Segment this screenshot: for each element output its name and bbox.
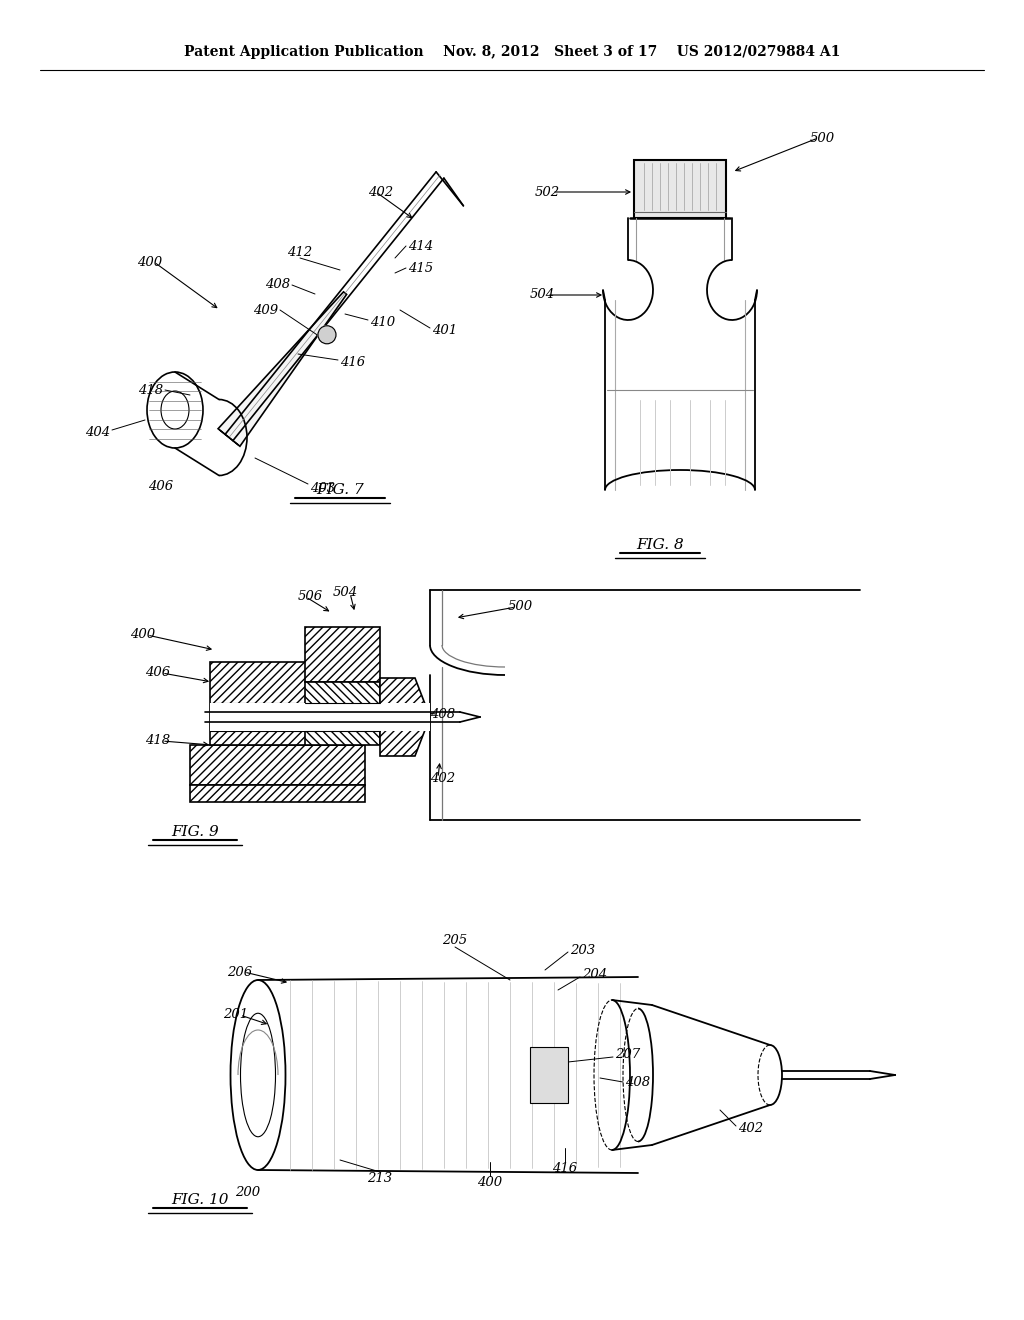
Text: 402: 402 (368, 186, 393, 198)
Text: 412: 412 (288, 247, 312, 260)
Text: 400: 400 (130, 628, 155, 642)
Polygon shape (380, 704, 430, 731)
Text: 504: 504 (529, 289, 555, 301)
Text: 200: 200 (236, 1185, 260, 1199)
Polygon shape (218, 292, 346, 446)
Text: 418: 418 (144, 734, 170, 747)
Text: 401: 401 (432, 323, 457, 337)
Polygon shape (305, 682, 380, 744)
Text: 206: 206 (227, 965, 252, 978)
Text: 204: 204 (582, 969, 607, 982)
Polygon shape (190, 785, 365, 803)
Text: 409: 409 (253, 304, 278, 317)
Text: 403: 403 (310, 482, 335, 495)
Text: 406: 406 (148, 480, 173, 494)
Text: 410: 410 (370, 315, 395, 329)
Text: 506: 506 (298, 590, 324, 603)
Polygon shape (210, 663, 365, 744)
Text: 400: 400 (137, 256, 162, 268)
Text: 205: 205 (442, 933, 468, 946)
Polygon shape (380, 678, 430, 756)
Text: 402: 402 (430, 771, 455, 784)
Polygon shape (305, 704, 380, 731)
Text: 207: 207 (615, 1048, 640, 1061)
Text: 408: 408 (625, 1076, 650, 1089)
Text: 203: 203 (570, 944, 595, 957)
Text: 406: 406 (144, 667, 170, 680)
Text: 404: 404 (85, 425, 110, 438)
Text: 402: 402 (738, 1122, 763, 1134)
Text: 414: 414 (408, 239, 433, 252)
Text: FIG. 10: FIG. 10 (171, 1193, 228, 1206)
Polygon shape (219, 430, 239, 445)
Text: 408: 408 (430, 708, 455, 721)
Text: FIG. 7: FIG. 7 (316, 483, 364, 498)
Text: 500: 500 (810, 132, 836, 144)
Text: 500: 500 (508, 601, 534, 614)
Text: 400: 400 (477, 1176, 503, 1188)
Text: 416: 416 (340, 355, 366, 368)
Polygon shape (210, 704, 425, 731)
Circle shape (318, 326, 336, 343)
Text: FIG. 8: FIG. 8 (636, 539, 684, 552)
Text: 201: 201 (223, 1008, 248, 1022)
Text: 504: 504 (333, 586, 358, 599)
Polygon shape (634, 160, 726, 218)
Polygon shape (530, 1047, 568, 1104)
Polygon shape (305, 627, 380, 682)
Text: 502: 502 (535, 186, 560, 198)
Text: 213: 213 (368, 1172, 392, 1184)
Text: FIG. 9: FIG. 9 (171, 825, 219, 840)
Polygon shape (190, 744, 365, 785)
Text: 408: 408 (265, 279, 290, 292)
Text: 418: 418 (138, 384, 163, 396)
Text: 415: 415 (408, 261, 433, 275)
Text: 416: 416 (552, 1162, 578, 1175)
Text: Patent Application Publication    Nov. 8, 2012   Sheet 3 of 17    US 2012/027988: Patent Application Publication Nov. 8, 2… (184, 45, 840, 59)
